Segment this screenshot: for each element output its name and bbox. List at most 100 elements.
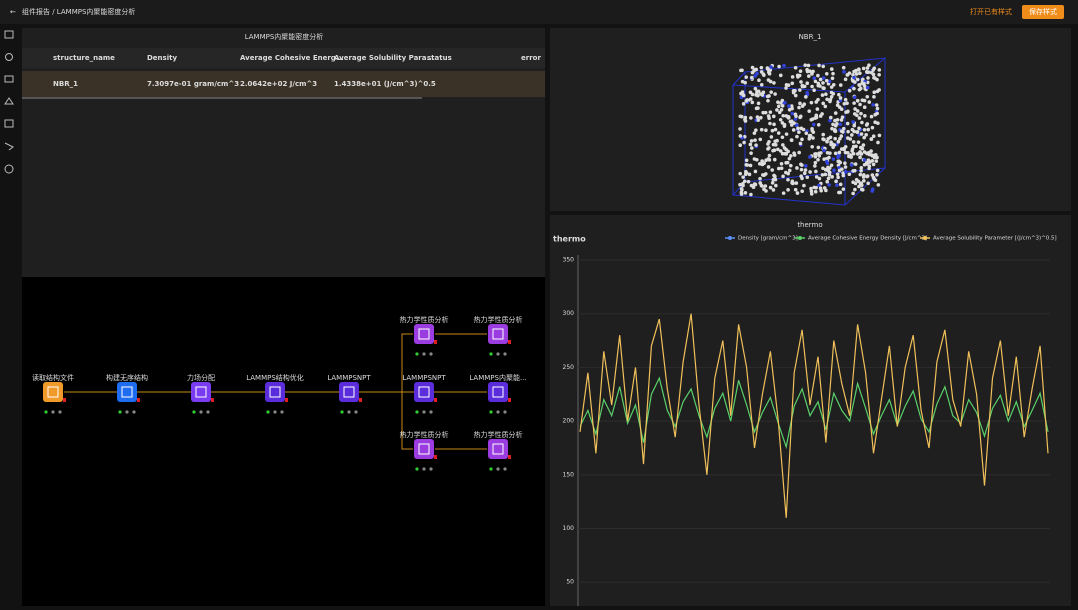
atom (862, 98, 867, 103)
atom (826, 176, 831, 181)
atom (855, 130, 859, 134)
atom (843, 144, 848, 149)
atom (817, 183, 821, 188)
atom (866, 76, 870, 80)
workflow-node[interactable] (117, 382, 137, 402)
workflow-node-label: 构建无序结构 (106, 373, 148, 382)
atom (868, 160, 872, 164)
atom (858, 155, 862, 160)
workflow-node[interactable] (488, 382, 508, 402)
atom (818, 186, 823, 191)
save-style-button[interactable] (1022, 5, 1064, 19)
node-status (285, 398, 288, 402)
workflow-node[interactable] (414, 324, 434, 344)
node-dot (429, 467, 433, 471)
nav-icon[interactable] (4, 97, 14, 105)
workflow-node-label: 热力学性质分析 (400, 430, 449, 439)
atom (772, 122, 776, 127)
scrollbar (22, 97, 422, 99)
node-status (434, 455, 437, 459)
atom (768, 121, 772, 126)
atom (748, 142, 753, 147)
atom (843, 165, 848, 169)
atom (754, 128, 758, 132)
atom (755, 71, 759, 76)
legend-label[interactable]: Average Solubility Parameter [(J/cm^3)^0… (933, 236, 1057, 242)
atom (835, 172, 840, 177)
atom (805, 90, 809, 95)
workflow-node[interactable] (191, 382, 211, 402)
workflow-node-label: 热力学性质分析 (474, 315, 523, 324)
node-dot (354, 410, 358, 414)
viewer-title[interactable]: NBR_1 (799, 33, 822, 41)
atom (766, 78, 771, 82)
y-tick-label: 350 (563, 257, 575, 264)
nav-icon[interactable] (4, 30, 14, 39)
atom (838, 98, 843, 103)
nav-icon[interactable] (4, 142, 14, 151)
y-tick-label: 150 (563, 471, 575, 478)
workflow-node[interactable] (43, 382, 63, 402)
atom (873, 112, 877, 117)
atom (857, 87, 862, 92)
legend-label[interactable]: Density [gram/cm^3] (738, 236, 798, 242)
atom (797, 105, 801, 110)
atom (800, 137, 804, 142)
node-dot (44, 410, 48, 414)
table-row[interactable] (22, 71, 545, 97)
node-icon (492, 443, 504, 455)
atom (805, 69, 810, 74)
workflow-node[interactable] (265, 382, 285, 402)
atom (774, 183, 778, 188)
workflow-node[interactable] (414, 439, 434, 459)
atom (795, 134, 799, 139)
legend-marker (798, 236, 802, 240)
node-icon (343, 386, 355, 398)
legend-marker (923, 236, 927, 240)
atom (829, 67, 834, 71)
atom (754, 143, 758, 147)
nav-icon[interactable] (4, 119, 14, 128)
atom (779, 101, 783, 105)
atom (770, 128, 775, 133)
atom (825, 151, 830, 155)
atom (852, 112, 857, 116)
atom (793, 93, 798, 98)
atom (767, 153, 772, 158)
atom (740, 68, 744, 73)
nav-icon[interactable] (4, 75, 14, 83)
atom (841, 173, 846, 178)
atom (846, 109, 850, 114)
atom (807, 74, 811, 78)
chart-panel-title[interactable]: thermo (797, 221, 822, 229)
workflow-node[interactable] (488, 324, 508, 344)
atom (852, 123, 857, 128)
atom (847, 172, 852, 177)
atom (831, 122, 835, 127)
nav-icon[interactable] (5, 53, 13, 61)
atom (754, 93, 758, 97)
atom (794, 181, 799, 185)
nav-icon[interactable] (4, 164, 14, 174)
atom (784, 147, 789, 152)
workflow-node[interactable] (488, 439, 508, 459)
workflow-node[interactable] (339, 382, 359, 402)
atom (741, 93, 746, 98)
atom (851, 180, 855, 185)
atom (851, 140, 856, 144)
atom (828, 118, 832, 123)
back-arrow[interactable]: ← (10, 8, 16, 16)
open-style-button[interactable]: 打开已有样式 (970, 7, 1012, 16)
atom (795, 191, 800, 195)
atom (786, 188, 790, 192)
atom (847, 88, 852, 93)
atom (839, 118, 844, 122)
atom (803, 164, 808, 168)
workflow-node[interactable] (414, 382, 434, 402)
top-bar (0, 0, 1078, 24)
legend-label[interactable]: Average Cohesive Energy Density [J/cm^3] (808, 236, 927, 242)
atom (797, 130, 801, 135)
atom (776, 131, 781, 135)
atom (816, 158, 820, 162)
table-title[interactable]: LAMMPS内聚能密度分析 (245, 32, 324, 41)
